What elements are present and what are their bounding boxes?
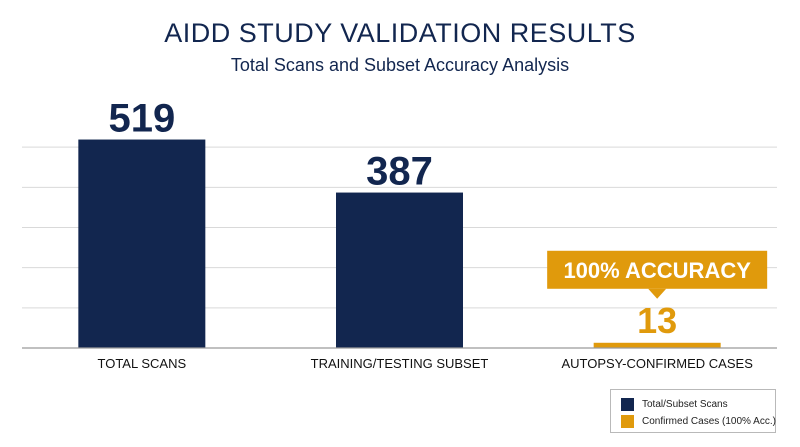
annotation-text: 100% ACCURACY xyxy=(563,258,751,283)
chart-title: AIDD STUDY VALIDATION RESULTS xyxy=(164,18,636,48)
legend-swatch-orange xyxy=(621,415,634,428)
data-label: 13 xyxy=(637,300,677,341)
legend-item-total-subset: Total/Subset Scans xyxy=(621,396,775,413)
legend-label: Total/Subset Scans xyxy=(642,399,728,410)
legend-item-confirmed: Confirmed Cases (100% Acc.) xyxy=(621,413,776,430)
bar xyxy=(78,139,206,348)
data-label: 519 xyxy=(108,97,175,141)
annotation-pointer xyxy=(648,288,667,299)
annotation-box xyxy=(547,250,768,289)
chart-subtitle: Total Scans and Subset Accuracy Analysis xyxy=(230,55,570,75)
category-label: AUTOPSY-CONFIRMED CASES xyxy=(561,356,753,371)
bar xyxy=(593,342,721,348)
bar xyxy=(336,192,463,348)
legend-label: Confirmed Cases (100% Acc.) xyxy=(642,416,776,427)
legend-swatch-navy xyxy=(621,398,634,411)
category-label: TOTAL SCANS xyxy=(98,356,187,371)
chart-legend: Total/Subset Scans Confirmed Cases (100%… xyxy=(610,389,776,433)
category-label: TRAINING/TESTING SUBSET xyxy=(311,356,489,371)
data-label: 387 xyxy=(366,150,433,194)
